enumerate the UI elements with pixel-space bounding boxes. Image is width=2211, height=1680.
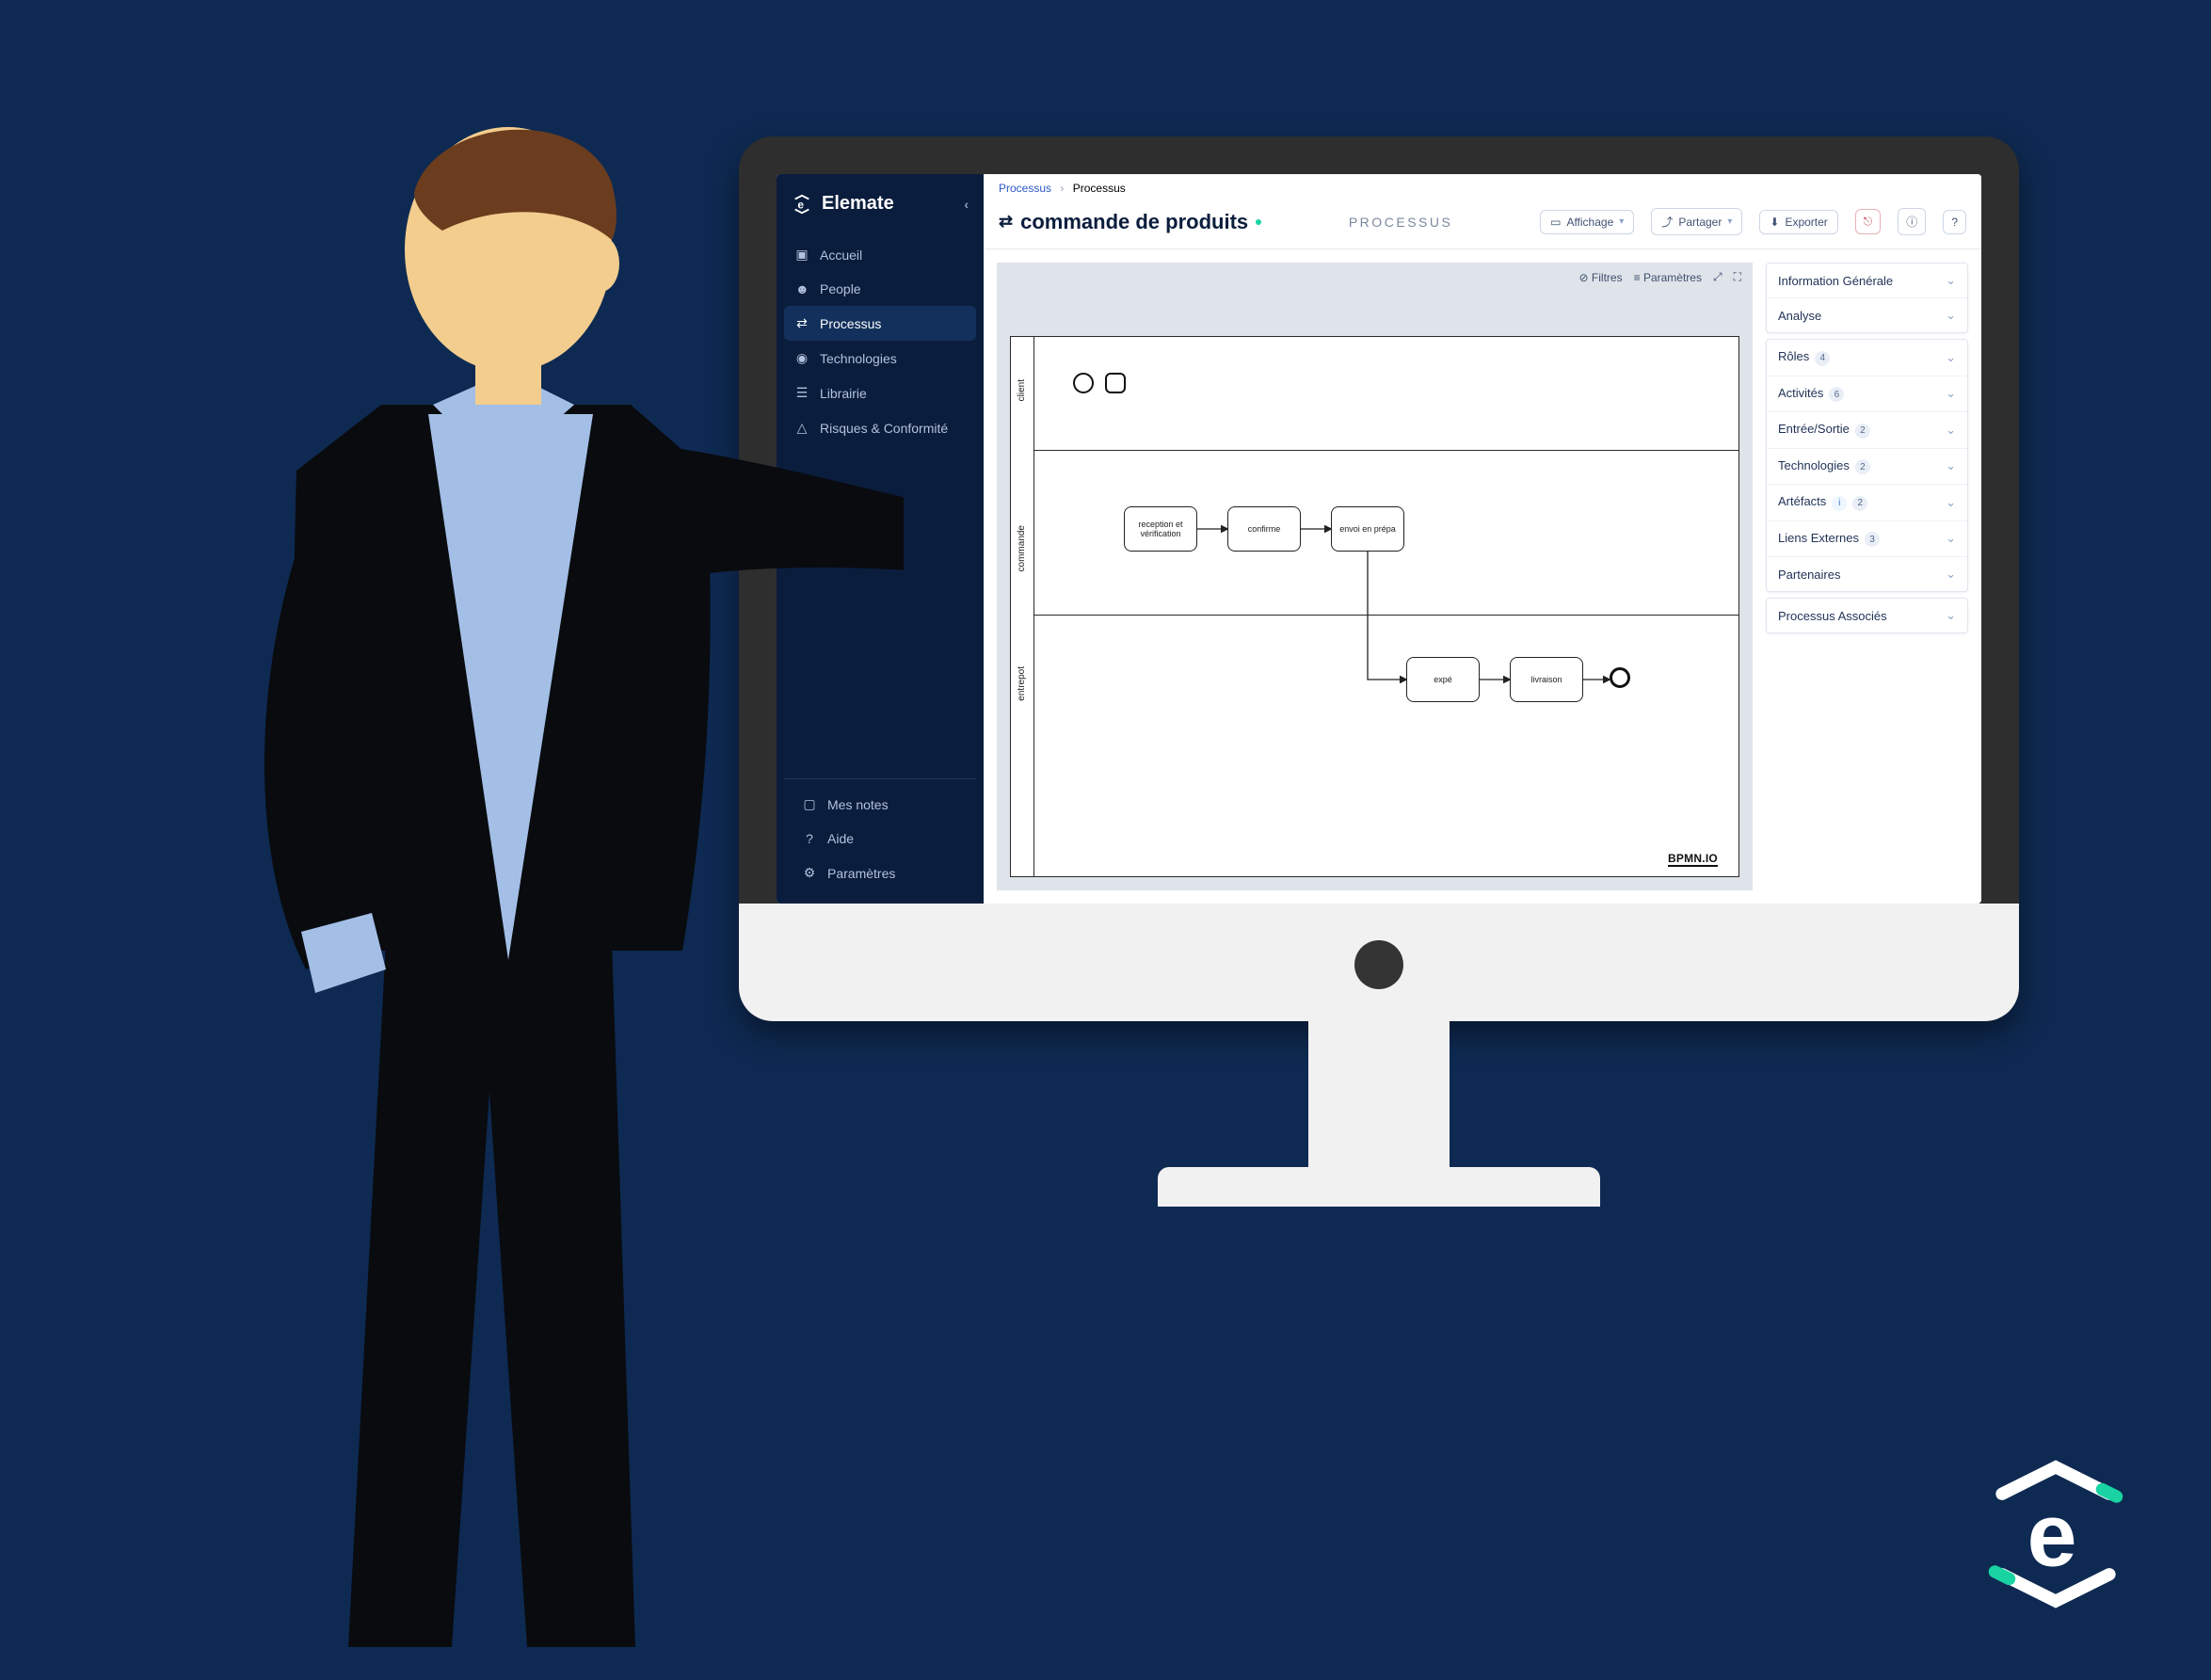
page-title-text: commande de produits [1020, 210, 1248, 234]
count-badge: 4 [1815, 351, 1830, 366]
parametres-label: Paramètres [1643, 271, 1702, 284]
main: Processus › Processus ⇄ commande de prod… [984, 174, 1981, 904]
chevron-down-icon: ⌄ [1946, 567, 1956, 582]
export-icon: ⬇ [1770, 216, 1779, 229]
help-button[interactable]: ? [1943, 210, 1966, 234]
panel-row-label: Artéfacts [1778, 494, 1826, 508]
chevron-down-icon: ▾ [1619, 216, 1624, 227]
monitor-chin [739, 904, 2019, 1021]
panel-row-label: Entrée/Sortie [1778, 422, 1850, 436]
bpmn-canvas[interactable]: client commande entrepot reception et vé… [1010, 336, 1739, 877]
corner-logo: e [1966, 1445, 2145, 1624]
chevron-down-icon: ⌄ [1946, 531, 1956, 546]
page-type-label: PROCESSUS [1278, 215, 1523, 230]
breadcrumb-root[interactable]: Processus [999, 182, 1051, 195]
exporter-label: Exporter [1785, 216, 1827, 229]
panel-row-partenaires[interactable]: Partenaires ⌄ [1767, 556, 1967, 591]
chevron-down-icon: ▾ [1727, 216, 1732, 227]
bpmn-flows [1011, 337, 1738, 876]
workspace: ⊘ Filtres ≡ Paramètres ⤢ ⛶ client [984, 249, 1981, 904]
filtres-button[interactable]: ⊘ Filtres [1579, 271, 1623, 284]
chevron-down-icon: ⌄ [1946, 308, 1956, 323]
panel-group-assoc: Processus Associés ⌄ [1766, 598, 1968, 633]
partager-button[interactable]: ⤴ Partager ▾ [1651, 208, 1742, 235]
panel-group-details: Rôles 4 ⌄ Activités 6 ⌄ Entrée/Sortie 2 ⌄ [1766, 339, 1968, 592]
panel-row-label: Technologies [1778, 458, 1850, 472]
panel-row-analyse[interactable]: Analyse ⌄ [1767, 297, 1967, 332]
count-badge: 2 [1855, 424, 1870, 439]
count-badge: 2 [1852, 496, 1867, 511]
chevron-down-icon: ⌄ [1946, 350, 1956, 365]
panel-row-liens-externes[interactable]: Liens Externes 3 ⌄ [1767, 520, 1967, 557]
exit-icon: ⎋ [1864, 215, 1873, 229]
panel-row-activites[interactable]: Activités 6 ⌄ [1767, 376, 1967, 412]
fullscreen-button[interactable]: ⛶ [1734, 270, 1741, 284]
panel-row-processus-associes[interactable]: Processus Associés ⌄ [1767, 599, 1967, 632]
canvas-toolbar: ⊘ Filtres ≡ Paramètres ⤢ ⛶ [1579, 270, 1741, 284]
filter-icon: ⊘ [1579, 271, 1589, 284]
unsaved-dot-icon [1256, 219, 1261, 225]
monitor-stand-neck [1308, 1021, 1450, 1167]
screen: e Elemate ‹ ▣ Accueil ☻ People ⇄ Process… [777, 174, 1981, 904]
panel-row-roles[interactable]: Rôles 4 ⌄ [1767, 340, 1967, 376]
share-icon: ⤴ [1661, 214, 1673, 230]
presenter-illustration [104, 66, 904, 1666]
chevron-down-icon: ⌄ [1946, 608, 1956, 623]
monitor-stand-foot [1158, 1167, 1600, 1207]
panel-row-label: Liens Externes [1778, 531, 1859, 545]
info-button[interactable]: ⓘ [1898, 208, 1926, 235]
breadcrumb-sep: › [1060, 182, 1064, 195]
count-badge: 6 [1829, 387, 1844, 402]
chevron-down-icon: ⌄ [1946, 458, 1956, 473]
exit-button[interactable]: ⎋ [1855, 209, 1882, 234]
monitor-frame: e Elemate ‹ ▣ Accueil ☻ People ⇄ Process… [739, 136, 2019, 1021]
display-icon: ▭ [1550, 216, 1561, 229]
breadcrumb: Processus › Processus [984, 174, 1981, 202]
zoom-fit-button[interactable]: ⤢ [1713, 270, 1722, 284]
affichage-button[interactable]: ▭ Affichage ▾ [1540, 210, 1634, 234]
question-icon: ? [1951, 216, 1958, 229]
panel-row-entree-sortie[interactable]: Entrée/Sortie 2 ⌄ [1767, 411, 1967, 448]
swap-icon: ⇄ [999, 212, 1013, 232]
filtres-label: Filtres [1592, 271, 1623, 284]
affichage-label: Affichage [1566, 216, 1613, 229]
panel-row-label: Information Générale [1778, 274, 1893, 288]
partager-label: Partager [1678, 216, 1722, 229]
breadcrumb-current: Processus [1073, 182, 1126, 195]
svg-text:e: e [2027, 1485, 2077, 1585]
info-icon: i [1832, 496, 1847, 511]
panel-row-label: Partenaires [1778, 568, 1840, 582]
camera-dot [1354, 940, 1403, 989]
exporter-button[interactable]: ⬇ Exporter [1759, 210, 1837, 234]
chevron-down-icon: ⌄ [1946, 273, 1956, 288]
sidebar-collapse-icon[interactable]: ‹ [964, 197, 969, 212]
panel-row-label: Analyse [1778, 309, 1821, 323]
bpmn-badge: BPMN.IO [1668, 852, 1718, 867]
sliders-icon: ≡ [1634, 271, 1641, 284]
panel-row-label: Rôles [1778, 349, 1809, 363]
chevron-down-icon: ⌄ [1946, 386, 1956, 401]
canvas-wrap: ⊘ Filtres ≡ Paramètres ⤢ ⛶ client [997, 263, 1753, 890]
count-badge: 3 [1865, 532, 1880, 547]
info-icon: ⓘ [1906, 214, 1917, 230]
right-panel: Information Générale ⌄ Analyse ⌄ Rôles 4 … [1766, 263, 1968, 890]
chevron-down-icon: ⌄ [1946, 423, 1956, 438]
panel-row-artefacts[interactable]: Artéfacts i2 ⌄ [1767, 484, 1967, 520]
count-badge: 2 [1855, 459, 1870, 474]
panel-group-general: Information Générale ⌄ Analyse ⌄ [1766, 263, 1968, 333]
panel-row-technologies[interactable]: Technologies 2 ⌄ [1767, 448, 1967, 485]
page-title: ⇄ commande de produits [999, 210, 1261, 234]
chevron-down-icon: ⌄ [1946, 495, 1956, 510]
panel-row-info-generale[interactable]: Information Générale ⌄ [1767, 264, 1967, 297]
panel-row-label: Activités [1778, 386, 1823, 400]
parametres-button[interactable]: ≡ Paramètres [1634, 271, 1702, 284]
panel-row-label: Processus Associés [1778, 609, 1887, 623]
titlebar: ⇄ commande de produits PROCESSUS ▭ Affic… [984, 202, 1981, 249]
